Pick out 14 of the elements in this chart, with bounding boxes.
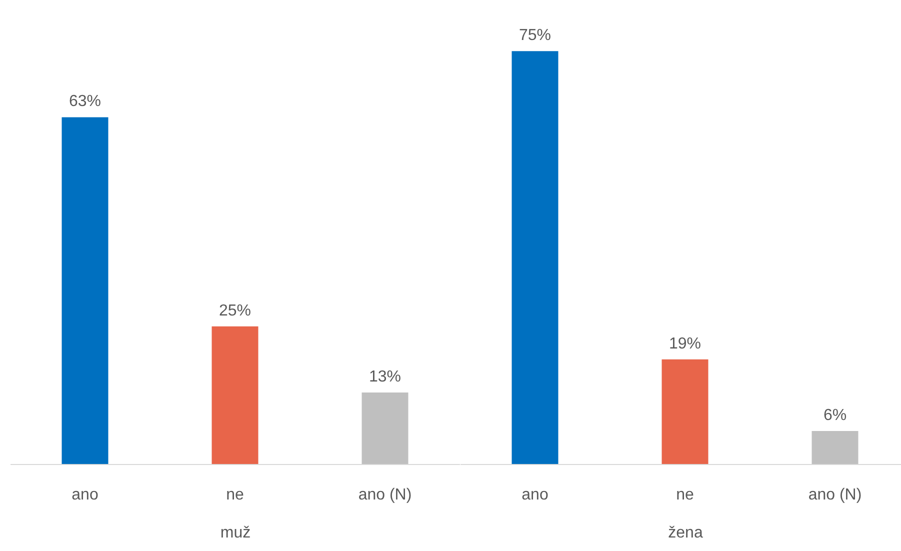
x-tick-label: ne (676, 486, 694, 504)
x-tick-label: ano (N) (358, 486, 412, 504)
data-label: 75% (518, 27, 552, 44)
x-tick-label: ano (522, 486, 548, 504)
x-tick-label: ano (72, 486, 98, 504)
data-label: 19% (668, 335, 702, 352)
x-tick-label: ano (N) (808, 486, 862, 504)
x-axis-title: muž (220, 524, 251, 542)
x-axis-title: žena (668, 524, 703, 542)
data-label: 63% (68, 93, 102, 110)
data-label: 25% (218, 302, 252, 320)
data-label: 13% (368, 368, 402, 386)
data-label: 6% (823, 406, 847, 424)
x-tick-label: ne (226, 486, 244, 504)
